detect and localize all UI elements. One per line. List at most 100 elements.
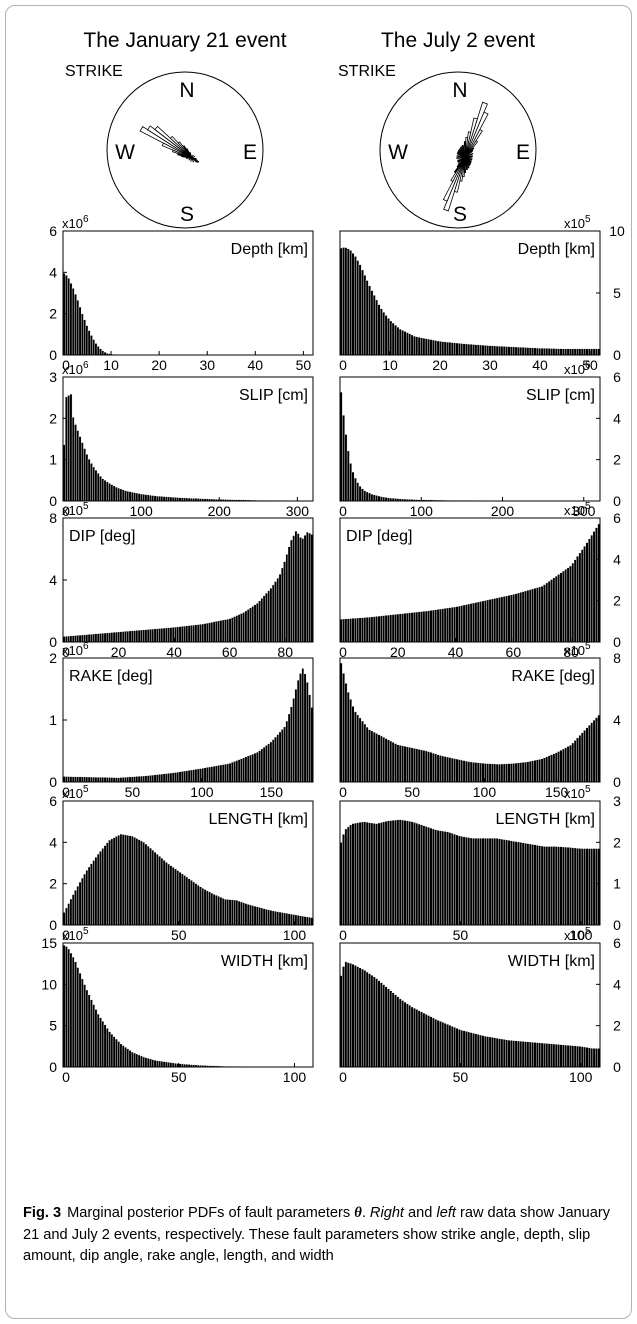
histogram-bar [540,758,544,783]
histogram-bar [294,530,298,643]
histogram-bar [144,1057,148,1068]
x-tick-label: 10 [382,357,398,373]
histogram-bar [76,300,80,356]
histogram-bar [128,630,132,643]
histogram-bar [524,1041,527,1068]
histogram-bar [217,765,220,783]
histogram-bar [249,607,252,643]
histogram-bar [547,1043,551,1068]
histogram-bar [391,820,395,926]
histogram-bar [74,294,77,356]
y-tick-label: 0 [613,493,621,509]
x-tick-label: 80 [563,644,579,660]
exponent-base: x10 [62,216,83,231]
histogram-bar [408,821,412,926]
histogram-bar [510,763,513,783]
histogram-bar [450,1026,454,1068]
histogram-bar [78,306,82,356]
histogram-bar [562,1044,565,1068]
histogram-bar [491,1037,494,1068]
rose-petal [457,157,466,166]
histogram-bar [533,844,537,926]
histogram-bar [126,776,130,783]
histogram-bar [283,726,286,783]
histogram-bar [356,966,360,1068]
rose-petal [464,155,473,159]
south-label: S [180,203,194,226]
histogram-bar [135,776,139,783]
rose-circle [379,71,537,229]
histogram-bar [441,1022,445,1068]
histogram-bar [146,494,150,502]
histogram-bar [74,635,77,643]
histogram-bar [94,633,98,643]
parameter-label: DIP [deg] [346,528,412,545]
histogram-bar [110,1034,114,1068]
histogram-bar [484,600,487,643]
histogram-bar [83,448,86,502]
histogram-bar [571,1045,575,1068]
x-tick-label: 100 [283,927,307,943]
histogram-bar [361,269,364,356]
histogram-bar [554,348,558,356]
histogram-bar [481,600,485,643]
histogram-bar [265,909,268,926]
histogram-bar [117,487,120,502]
histogram-bar [249,754,252,783]
histogram-bar [481,1035,485,1068]
histogram-bar [557,1044,560,1068]
histogram-bar [146,629,150,643]
histogram-bar [573,348,577,356]
y-tick-label: 2 [49,306,57,322]
strike-rose-jan21: The January 21 event STRIKE N S W E [65,29,287,229]
histogram-bar [590,348,594,356]
histogram-bar [74,424,77,502]
histogram-bar [554,752,558,783]
histogram-bar [380,735,383,783]
histogram-bar [585,542,589,643]
histogram-bar [382,821,386,926]
histogram-bar [108,777,111,783]
histogram-bar [165,496,168,502]
histogram-bar [90,463,93,502]
histogram-bar [472,344,475,356]
panel-frame [339,517,601,643]
histogram-bar [90,999,93,1068]
histogram-bar [85,989,89,1068]
histogram-bar [174,772,177,783]
y-tick-label: 2 [613,1018,621,1034]
rose-petal [188,157,193,161]
histogram-bar [580,848,584,926]
histogram-bar [228,899,232,926]
histogram-bar [427,338,430,356]
histogram-bar [112,837,116,926]
histogram-bar [271,584,275,643]
histogram-bar [356,482,360,502]
histogram-bar [76,886,80,926]
histogram-bar [521,1041,525,1068]
histogram-bar [158,628,161,643]
y-tick-label: 1 [49,712,57,728]
histogram-bar [368,285,371,356]
histogram-bar [580,732,584,783]
y-tick-label: 3 [613,793,621,809]
histogram-bar [171,1062,175,1068]
histogram-bar [467,837,471,926]
histogram-bar [432,828,435,926]
west-label: W [388,141,408,164]
histogram-bar [368,492,371,502]
histogram-bar [253,604,257,643]
histogram-bar [192,624,195,643]
histogram-bar [562,570,565,643]
y-tick-label: 6 [49,793,57,809]
x-tick-label: 50 [453,927,469,943]
histogram-bar [502,839,506,926]
x-tick-label: 0 [62,1069,70,1085]
histogram-bar [224,763,227,783]
histogram-bar [253,753,257,783]
histogram-bar [146,845,150,926]
histogram-bar [167,863,170,926]
histogram-bar [301,915,305,926]
